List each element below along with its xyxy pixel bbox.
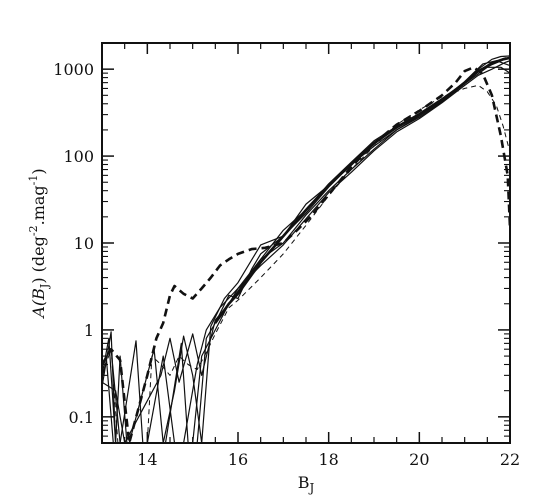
series-line-7 [102, 84, 510, 443]
y-axis-title-c-sup: -1 [27, 175, 40, 186]
x-tick-label: 20 [409, 450, 429, 469]
y-axis-title-a: A(B [29, 288, 48, 320]
x-axis-title-sub: J [307, 481, 314, 495]
y-tick-label: 1000 [53, 60, 94, 79]
y-tick-label: 1 [84, 321, 94, 340]
y-axis-title-d: ) [29, 168, 48, 174]
y-axis-title-b: ) (deg [29, 236, 48, 284]
y-tick-label: 0.1 [69, 408, 94, 427]
labels-layer: 14 16 18 20 22 0.1 1 10 100 1000 [53, 60, 520, 469]
ticks-layer [102, 43, 511, 443]
series-line-8 [102, 66, 510, 443]
x-tick-label: 22 [500, 450, 520, 469]
series-layer [102, 55, 510, 443]
series-line-5 [102, 60, 510, 443]
y-tick-label: 100 [63, 147, 94, 166]
x-axis-title: BJ [298, 473, 315, 495]
y-axis-title-a-sub: J [38, 284, 51, 289]
x-tick-label: 18 [318, 450, 338, 469]
y-tick-label: 10 [74, 234, 94, 253]
y-axis-title-c: .mag [29, 185, 48, 225]
y-axis-title: A(BJ) (deg-2.mag-1) [27, 168, 51, 319]
x-tick-label: 16 [228, 450, 248, 469]
x-axis-title-main: B [298, 473, 310, 492]
x-tick-label: 14 [137, 450, 157, 469]
y-axis-title-b-sup: -2 [27, 225, 40, 236]
